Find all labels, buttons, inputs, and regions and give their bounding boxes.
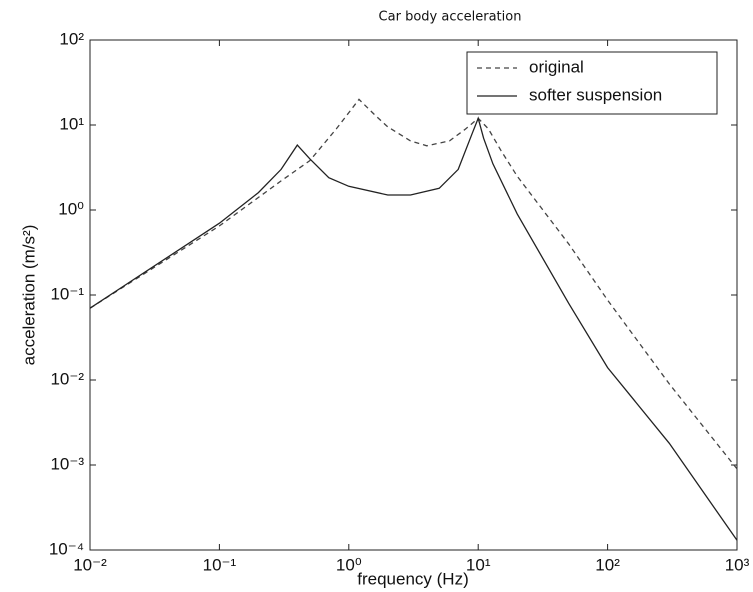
chart-title: Car body acceleration <box>379 10 522 25</box>
x-tick-label: 10¹ <box>466 555 491 574</box>
legend-label: original <box>529 57 584 76</box>
x-tick-label: 10⁻² <box>73 555 107 574</box>
x-tick-label: 10² <box>595 555 620 574</box>
y-tick-label: 10⁰ <box>58 199 84 218</box>
y-tick-label: 10⁻² <box>50 369 84 388</box>
y-tick-label: 10⁻⁴ <box>49 539 84 558</box>
x-tick-label: 10³ <box>725 555 750 574</box>
y-tick-label: 10⁻³ <box>50 454 84 473</box>
x-axis-label: frequency (Hz) <box>357 569 468 588</box>
legend-label: softer suspension <box>529 85 662 104</box>
y-tick-label: 10² <box>59 29 84 48</box>
series-line <box>89 116 738 541</box>
y-axis-label: acceleration (m/s²) <box>19 225 38 366</box>
x-tick-label: 10⁻¹ <box>203 555 237 574</box>
y-tick-label: 10⁻¹ <box>50 284 84 303</box>
series-line <box>89 98 738 470</box>
x-tick-label: 10⁰ <box>336 555 362 574</box>
legend-box <box>466 51 718 115</box>
y-tick-label: 10¹ <box>59 114 84 133</box>
